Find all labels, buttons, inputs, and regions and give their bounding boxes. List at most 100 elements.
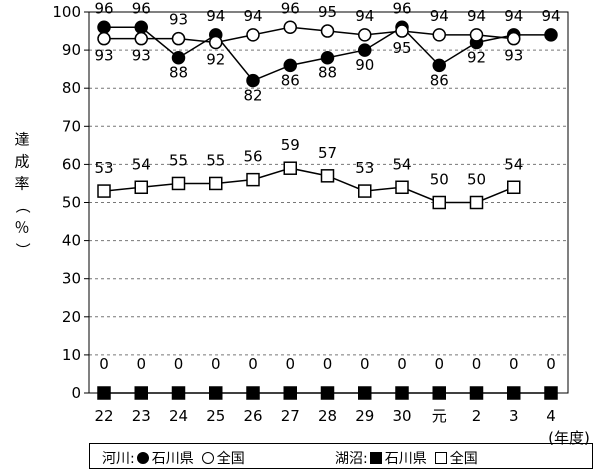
data-label: 0 [323, 355, 333, 373]
data-label: 93 [169, 11, 188, 29]
data-point [171, 386, 186, 400]
data-label: 55 [169, 151, 188, 169]
legend-river-label: 河川: [102, 451, 135, 467]
x-tick-label-2: 24 [169, 407, 188, 425]
data-point [246, 28, 260, 42]
x-tick-label-0: 22 [94, 407, 113, 425]
data-point [544, 386, 558, 400]
legend-item-lake-ishikawa: 石川県 [369, 448, 427, 468]
x-axis-unit: (年度) [548, 429, 590, 447]
data-point [209, 176, 223, 191]
legend: 河川: 石川県 全国 湖沼: 石川県 全国 [89, 443, 593, 469]
y-axis-label-char: （ [14, 198, 32, 213]
gridlines [89, 49, 568, 356]
data-point [469, 386, 484, 400]
x-tick-label-11: 3 [509, 407, 519, 425]
series-湖沼-石川県 [97, 386, 558, 400]
data-label: 82 [243, 87, 262, 105]
data-label: 54 [504, 155, 523, 173]
data-label: 0 [546, 355, 556, 373]
y-tick-label-30: 30 [62, 270, 81, 288]
data-point [320, 50, 335, 65]
data-point [358, 43, 372, 57]
data-label: 92 [467, 48, 486, 66]
data-point [171, 31, 186, 46]
data-point [395, 386, 409, 400]
data-point [97, 31, 111, 46]
data-label: 53 [355, 159, 374, 177]
data-point [134, 180, 148, 195]
data-label: 50 [430, 171, 449, 189]
x-tick-label-4: 26 [243, 407, 262, 425]
x-tick-label-7: 29 [355, 407, 374, 425]
data-label: 0 [174, 355, 184, 373]
data-label: 0 [434, 355, 444, 373]
x-tick-label-1: 23 [132, 407, 151, 425]
legend-lake-national-label: 全国 [449, 451, 478, 467]
data-label: 92 [206, 50, 225, 68]
data-label: 53 [94, 159, 113, 177]
data-label: 54 [132, 155, 151, 173]
x-tick-label-5: 27 [281, 407, 300, 425]
data-label: 93 [132, 47, 151, 65]
y-tick-label-10: 10 [62, 346, 81, 364]
data-point [320, 169, 335, 183]
data-point [209, 35, 223, 50]
series-河川-全国 [97, 20, 521, 50]
legend-item-river-ishikawa: 石川県 [136, 448, 194, 468]
data-label: 88 [318, 64, 337, 82]
data-point [171, 50, 186, 65]
x-tick-label-3: 25 [206, 407, 225, 425]
data-label: 94 [504, 7, 523, 25]
data-label: 94 [467, 7, 486, 25]
legend-lake-label: 湖沼: [335, 451, 368, 467]
legend-item-river-national: 全国 [201, 448, 245, 468]
y-tick-label-70: 70 [62, 117, 81, 135]
y-tick-label-50: 50 [62, 194, 81, 212]
data-label: 0 [99, 355, 109, 373]
data-point [358, 28, 372, 42]
data-point [97, 184, 111, 198]
data-label: 95 [392, 39, 411, 57]
data-point [209, 386, 223, 400]
data-label: 93 [94, 47, 113, 65]
data-label: 96 [392, 0, 411, 17]
series [97, 20, 558, 400]
legend-river-ishikawa-label: 石川県 [151, 451, 194, 467]
x-tick-label-12: 4 [546, 407, 556, 425]
data-point [469, 28, 484, 42]
data-label: 0 [285, 355, 295, 373]
data-labels: 96 96 88 94 82 86 88 90 96 86 92 94 94 93 93 93 92 94 96 95… [94, 0, 560, 373]
data-point [320, 24, 335, 38]
data-point [432, 58, 446, 73]
data-point [432, 386, 446, 400]
data-point [283, 20, 297, 34]
data-label: 0 [509, 355, 519, 373]
legend-item-lake-national: 全国 [434, 448, 478, 468]
y-tick-labels: 0 10 20 30 40 50 60 70 80 90 100 [52, 3, 81, 402]
data-point [358, 386, 372, 400]
data-point [507, 180, 521, 195]
data-point [171, 176, 186, 191]
data-label: 0 [360, 355, 370, 373]
y-axis-label-char: 成 [14, 153, 29, 171]
legend-river-national-label: 全国 [216, 451, 245, 467]
data-label: 59 [281, 136, 300, 154]
data-point [432, 195, 446, 210]
data-label: 56 [243, 148, 262, 166]
data-label: 93 [504, 47, 523, 65]
data-point [469, 195, 484, 210]
y-axis-label-char: ％ [14, 219, 29, 237]
series-line [104, 26, 514, 44]
data-label: 96 [132, 0, 151, 17]
open-circle-icon [201, 452, 214, 464]
data-label: 94 [243, 7, 262, 25]
data-label: 86 [430, 71, 449, 89]
data-point [283, 161, 297, 175]
x-tick-label-6: 28 [318, 407, 337, 425]
data-point [283, 386, 297, 400]
data-label: 57 [318, 144, 337, 162]
data-label: 55 [206, 151, 225, 169]
data-label: 95 [318, 3, 337, 21]
